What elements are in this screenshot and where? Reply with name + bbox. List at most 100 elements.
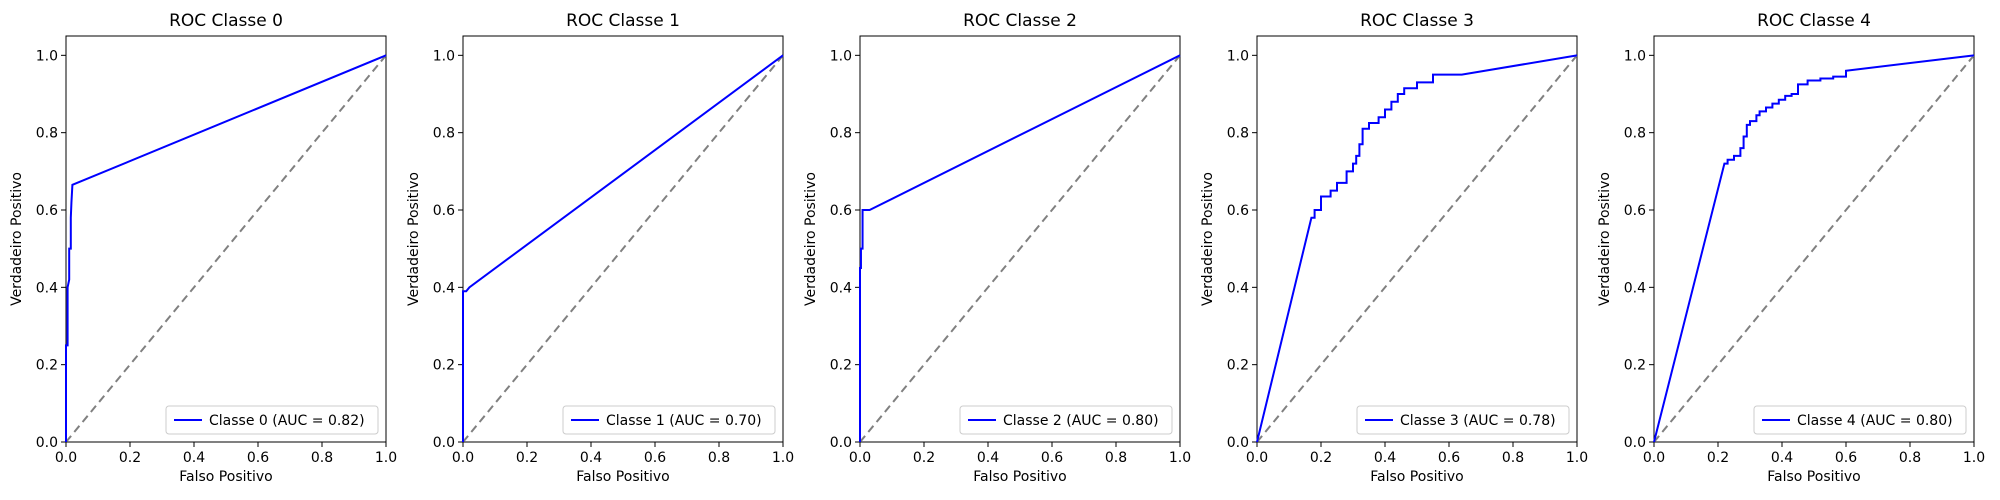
x-tick-label: 0.4 <box>580 450 602 466</box>
x-tick-label: 0.0 <box>849 450 871 466</box>
roc-curve-line <box>1256 54 1578 443</box>
y-tick-label: 1.0 <box>1227 48 1249 64</box>
y-tick-label: 0.2 <box>1227 358 1249 374</box>
x-tick-label: 0.2 <box>1707 450 1729 466</box>
legend: Classe 1 (AUC = 0.70) <box>562 405 776 435</box>
legend: Classe 4 (AUC = 0.80) <box>1753 405 1967 435</box>
diagonal-reference-line <box>1257 54 1577 442</box>
y-tick-label: 0.0 <box>1624 435 1646 451</box>
x-tick-label: 1.0 <box>1963 450 1985 466</box>
chart-title: ROC Classe 1 <box>566 11 680 31</box>
roc-curve-line <box>1653 54 1975 443</box>
x-tick-label: 0.2 <box>516 450 538 466</box>
roc-panel-1: ROC Classe 1 0.0 0.2 0.4 0.6 0.8 1.0 0.0 0.2 0.4 0… <box>406 11 794 485</box>
chart-title: ROC Classe 3 <box>1360 11 1474 31</box>
roc-panel-3: ROC Classe 3 0.0 0.2 0.4 0.6 0.8 1.0 0.0 0.2 0.4 0… <box>1200 11 1588 485</box>
x-tick-label: 1.0 <box>375 450 397 466</box>
x-tick-label: 0.8 <box>1502 450 1524 466</box>
axes-frame <box>1653 35 1975 443</box>
y-tick-label: 1.0 <box>1624 48 1646 64</box>
x-axis-label: Falso Positivo <box>973 469 1066 485</box>
diagonal-reference-line <box>860 54 1180 442</box>
x-axis-label: Falso Positivo <box>179 469 272 485</box>
y-tick-label: 0.8 <box>1624 126 1646 142</box>
y-axis-label: Verdadeiro Positivo <box>9 172 25 306</box>
roc-panel-4: ROC Classe 4 0.0 0.2 0.4 0.6 0.8 1.0 0.0 0.2 0.4 0… <box>1597 11 1985 485</box>
legend-label: Classe 2 (AUC = 0.80) <box>1003 413 1159 429</box>
x-tick-label: 0.2 <box>119 450 141 466</box>
legend-label: Classe 1 (AUC = 0.70) <box>606 413 762 429</box>
y-tick-label: 0.0 <box>830 435 852 451</box>
roc-curve-line <box>65 54 387 442</box>
diagonal-reference-line <box>1654 54 1974 442</box>
y-tick-label: 0.6 <box>1624 203 1646 219</box>
x-tick-label: 0.8 <box>311 450 333 466</box>
legend-box <box>562 405 776 435</box>
axes-frame <box>859 35 1181 443</box>
legend-box <box>1356 405 1570 435</box>
diagonal-reference-line <box>463 54 783 442</box>
y-axis-label: Verdadeiro Positivo <box>406 172 422 306</box>
x-tick-label: 0.6 <box>1041 450 1063 466</box>
legend-label: Classe 4 (AUC = 0.80) <box>1797 413 1953 429</box>
x-tick-label: 0.4 <box>1374 450 1396 466</box>
x-tick-label: 0.0 <box>55 450 77 466</box>
y-tick-label: 0.2 <box>830 358 852 374</box>
x-tick-label: 0.6 <box>247 450 269 466</box>
y-tick-label: 0.8 <box>830 126 852 142</box>
roc-curve-line <box>859 54 1181 442</box>
legend: Classe 3 (AUC = 0.78) <box>1356 405 1570 435</box>
y-tick-label: 0.0 <box>1227 435 1249 451</box>
x-tick-label: 0.4 <box>977 450 999 466</box>
axes-frame <box>462 35 784 443</box>
x-tick-label: 1.0 <box>772 450 794 466</box>
x-tick-label: 0.0 <box>452 450 474 466</box>
x-tick-label: 1.0 <box>1169 450 1191 466</box>
y-tick-label: 0.2 <box>1624 358 1646 374</box>
y-tick-label: 0.6 <box>830 203 852 219</box>
chart-title: ROC Classe 4 <box>1757 11 1871 31</box>
x-axis-label: Falso Positivo <box>1767 469 1860 485</box>
chart-title: ROC Classe 0 <box>169 11 283 31</box>
x-tick-label: 0.0 <box>1246 450 1268 466</box>
x-tick-label: 0.6 <box>644 450 666 466</box>
x-tick-label: 0.2 <box>913 450 935 466</box>
legend-label: Classe 3 (AUC = 0.78) <box>1400 413 1556 429</box>
legend: Classe 0 (AUC = 0.82) <box>165 405 379 435</box>
y-tick-label: 0.2 <box>433 358 455 374</box>
x-tick-label: 0.2 <box>1310 450 1332 466</box>
y-tick-label: 0.4 <box>830 280 852 296</box>
x-tick-label: 0.8 <box>1899 450 1921 466</box>
x-tick-label: 0.0 <box>1643 450 1665 466</box>
legend-box <box>1753 405 1967 435</box>
y-tick-label: 1.0 <box>830 48 852 64</box>
legend-box <box>959 405 1173 435</box>
y-tick-label: 0.2 <box>36 358 58 374</box>
y-tick-label: 0.4 <box>433 280 455 296</box>
x-tick-label: 1.0 <box>1566 450 1588 466</box>
legend-label: Classe 0 (AUC = 0.82) <box>209 413 365 429</box>
x-tick-label: 0.4 <box>183 450 205 466</box>
y-tick-label: 0.4 <box>1227 280 1249 296</box>
y-tick-label: 1.0 <box>36 48 58 64</box>
y-axis-label: Verdadeiro Positivo <box>803 172 819 306</box>
x-tick-label: 0.8 <box>708 450 730 466</box>
axes-frame <box>65 35 387 443</box>
y-tick-label: 0.8 <box>36 126 58 142</box>
y-tick-label: 0.6 <box>36 203 58 219</box>
legend-box <box>165 405 379 435</box>
roc-curve-line <box>462 54 784 442</box>
x-tick-label: 0.8 <box>1105 450 1127 466</box>
y-tick-label: 0.6 <box>1227 203 1249 219</box>
y-axis-label: Verdadeiro Positivo <box>1200 172 1216 306</box>
y-tick-label: 0.4 <box>1624 280 1646 296</box>
y-tick-label: 0.8 <box>1227 126 1249 142</box>
diagonal-reference-line <box>66 54 386 442</box>
roc-panel-2: ROC Classe 2 0.0 0.2 0.4 0.6 0.8 1.0 0.0 0.2 0.4 0… <box>803 11 1191 485</box>
roc-panel-0: ROC Classe 0 0.0 0.2 0.4 0.6 0.8 1.0 0.0 0.2 0.4 0… <box>9 11 397 485</box>
y-tick-label: 0.6 <box>433 203 455 219</box>
y-tick-label: 0.4 <box>36 280 58 296</box>
y-axis-label: Verdadeiro Positivo <box>1597 172 1613 306</box>
y-tick-label: 0.0 <box>433 435 455 451</box>
